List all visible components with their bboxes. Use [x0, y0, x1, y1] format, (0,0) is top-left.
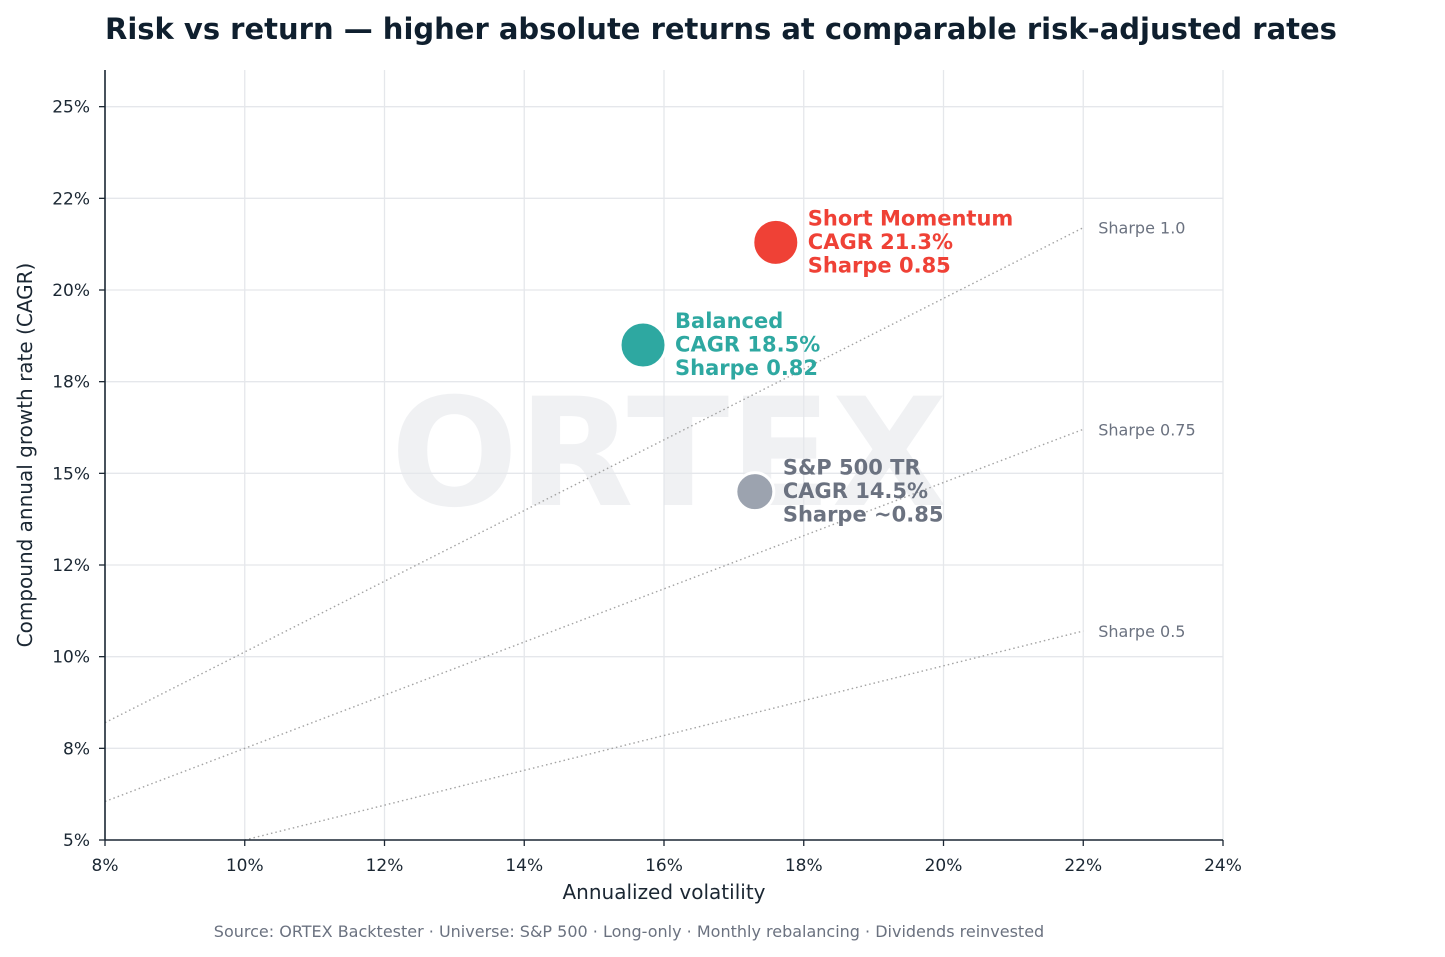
- sharpe-reference-label: Sharpe 0.5: [1098, 622, 1185, 641]
- data-point-label-line: Sharpe 0.85: [808, 253, 951, 277]
- data-point-label: S&P 500 TR CAGR 14.5% Sharpe ~0.85: [783, 456, 944, 527]
- x-axis-ticks: 8% 10% 12% 14% 16% 18% 20% 22% 24%: [92, 840, 1242, 876]
- data-point-marker: [734, 471, 776, 513]
- sharpe-reference-lines: Sharpe 1.0 Sharpe 0.75 Sharpe 0.5: [104, 219, 1196, 841]
- data-point-label-line: Balanced: [675, 309, 783, 333]
- x-tick-label: 8%: [92, 856, 119, 876]
- x-tick-label: 12%: [366, 856, 404, 876]
- data-point-label-line: Sharpe 0.82: [675, 356, 818, 380]
- grid: [105, 70, 1224, 840]
- sharpe-reference-label: Sharpe 0.75: [1098, 420, 1195, 439]
- sharpe-reference-line: [104, 227, 1084, 724]
- x-tick-label: 22%: [1064, 856, 1102, 876]
- data-point-marker: [618, 320, 668, 370]
- data-point-label: Balanced CAGR 18.5% Sharpe 0.82: [675, 309, 820, 380]
- x-tick-label: 16%: [645, 856, 683, 876]
- data-point-label-line: CAGR 18.5%: [675, 333, 820, 357]
- y-tick-label: 10%: [52, 648, 90, 668]
- y-tick-label: 25%: [52, 98, 90, 118]
- y-axis-ticks: 5% 8% 10% 12% 15% 18% 20% 22% 25%: [52, 98, 105, 851]
- data-point-label-line: CAGR 14.5%: [783, 479, 928, 503]
- data-point-label-line: Sharpe ~0.85: [783, 503, 944, 527]
- source-note: Source: ORTEX Backtester · Universe: S&P…: [214, 922, 1044, 941]
- data-point-marker: [751, 217, 801, 267]
- data-point-label-line: Short Momentum: [808, 206, 1013, 230]
- data-point-label-line: CAGR 21.3%: [808, 230, 953, 254]
- sharpe-reference-line: [104, 428, 1084, 803]
- x-tick-label: 14%: [505, 856, 543, 876]
- y-axis-label: Compound annual growth rate (CAGR): [13, 263, 37, 648]
- data-point-label: Short Momentum CAGR 21.3% Sharpe 0.85: [808, 206, 1013, 277]
- y-tick-label: 22%: [52, 189, 90, 209]
- chart-title: Risk vs return — higher absolute returns…: [105, 12, 1337, 46]
- y-tick-label: 18%: [52, 373, 90, 393]
- y-tick-label: 20%: [52, 281, 90, 301]
- x-tick-label: 18%: [785, 856, 823, 876]
- x-axis-label: Annualized volatility: [562, 880, 765, 904]
- x-tick-label: 10%: [226, 856, 264, 876]
- x-tick-label: 20%: [925, 856, 963, 876]
- x-tick-label: 24%: [1204, 856, 1242, 876]
- sharpe-reference-line: [244, 630, 1084, 841]
- y-tick-label: 8%: [63, 739, 90, 759]
- y-tick-label: 12%: [52, 556, 90, 576]
- sharpe-reference-label: Sharpe 1.0: [1098, 219, 1185, 238]
- data-points: Short Momentum CAGR 21.3% Sharpe 0.85 Balan…: [618, 206, 1013, 527]
- y-tick-label: 15%: [52, 464, 90, 484]
- data-point-label-line: S&P 500 TR: [783, 456, 921, 480]
- y-tick-label: 5%: [63, 831, 90, 851]
- watermark: ORTEX: [391, 367, 948, 541]
